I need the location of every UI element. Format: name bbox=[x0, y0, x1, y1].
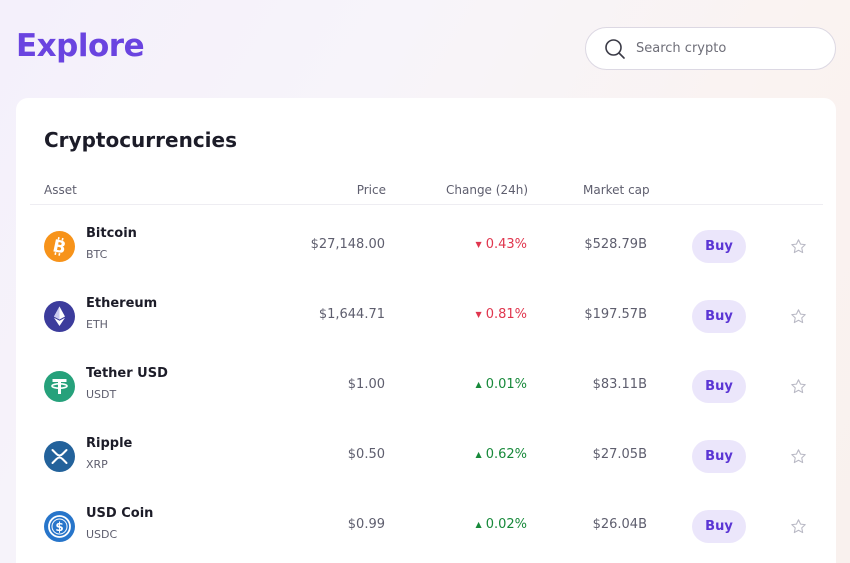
coin-change: ▼ 0.81% bbox=[476, 307, 527, 322]
down-arrow-icon: ▼ bbox=[475, 240, 482, 249]
change-value: 0.43% bbox=[485, 237, 527, 252]
coin-name[interactable]: USD Coin bbox=[86, 506, 154, 521]
coin-change: ▲ 0.02% bbox=[476, 517, 527, 532]
star-icon[interactable] bbox=[790, 378, 807, 395]
change-value: 0.81% bbox=[485, 307, 527, 322]
page-title: Explore bbox=[16, 28, 145, 64]
coin-price: $1.00 bbox=[347, 377, 385, 392]
search-box[interactable] bbox=[585, 27, 836, 70]
change-value: 0.62% bbox=[485, 447, 527, 462]
coin-symbol: USDT bbox=[86, 388, 117, 401]
table-row[interactable]: Ethereum ETH $1,644.71 ▼ 0.81% $197.57B … bbox=[16, 275, 836, 345]
search-input[interactable] bbox=[636, 41, 816, 56]
ripple-icon bbox=[44, 441, 75, 472]
change-value: 0.02% bbox=[485, 517, 527, 532]
coin-market-cap: $27.05B bbox=[592, 447, 647, 462]
column-header-price: Price bbox=[356, 183, 386, 197]
up-arrow-icon: ▲ bbox=[475, 380, 482, 389]
coin-market-cap: $197.57B bbox=[584, 307, 647, 322]
coin-symbol: ETH bbox=[86, 318, 108, 331]
card-title: Cryptocurrencies bbox=[44, 128, 237, 152]
coin-price: $1,644.71 bbox=[318, 307, 385, 322]
buy-button[interactable]: Buy bbox=[692, 510, 746, 543]
buy-button[interactable]: Buy bbox=[692, 230, 746, 263]
table-header: Asset Price Change (24h) Market cap bbox=[30, 182, 823, 205]
coin-change: ▲ 0.01% bbox=[476, 377, 527, 392]
column-header-change: Change (24h) bbox=[446, 183, 528, 197]
coin-market-cap: $528.79B bbox=[584, 237, 647, 252]
buy-button[interactable]: Buy bbox=[692, 370, 746, 403]
coin-price: $27,148.00 bbox=[310, 237, 385, 252]
star-icon[interactable] bbox=[790, 518, 807, 535]
coin-symbol: XRP bbox=[86, 458, 108, 471]
cryptocurrencies-card: Cryptocurrencies Asset Price Change (24h… bbox=[16, 98, 836, 563]
coin-market-cap: $26.04B bbox=[592, 517, 647, 532]
coin-price: $0.50 bbox=[347, 447, 385, 462]
coin-symbol: USDC bbox=[86, 528, 118, 541]
coin-market-cap: $83.11B bbox=[592, 377, 647, 392]
down-arrow-icon: ▼ bbox=[475, 310, 482, 319]
bitcoin-icon: B bbox=[44, 231, 75, 262]
table-row[interactable]: Ripple XRP $0.50 ▲ 0.62% $27.05B Buy bbox=[16, 415, 836, 485]
coin-symbol: BTC bbox=[86, 248, 108, 261]
coin-change: ▲ 0.62% bbox=[476, 447, 527, 462]
coin-name[interactable]: Tether USD bbox=[86, 366, 168, 381]
table-row[interactable]: B Bitcoin BTC $27,148.00 ▼ 0.43% $528.79… bbox=[16, 205, 836, 275]
ethereum-icon bbox=[44, 301, 75, 332]
tether-icon bbox=[44, 371, 75, 402]
column-header-asset: Asset bbox=[44, 183, 77, 197]
buy-button[interactable]: Buy bbox=[692, 300, 746, 333]
column-header-market-cap: Market cap bbox=[583, 183, 650, 197]
coin-price: $0.99 bbox=[347, 517, 385, 532]
coin-change: ▼ 0.43% bbox=[476, 237, 527, 252]
search-icon bbox=[605, 38, 625, 59]
table-row[interactable]: $ USD Coin USDC $0.99 ▲ 0.02% $26.04B Bu… bbox=[16, 485, 836, 555]
up-arrow-icon: ▲ bbox=[475, 520, 482, 529]
svg-text:$: $ bbox=[55, 520, 63, 534]
star-icon[interactable] bbox=[790, 308, 807, 325]
change-value: 0.01% bbox=[485, 377, 527, 392]
coin-name[interactable]: Ripple bbox=[86, 436, 133, 451]
star-icon[interactable] bbox=[790, 448, 807, 465]
star-icon[interactable] bbox=[790, 238, 807, 255]
up-arrow-icon: ▲ bbox=[475, 450, 482, 459]
coin-name[interactable]: Bitcoin bbox=[86, 226, 137, 241]
coin-name[interactable]: Ethereum bbox=[86, 296, 158, 311]
table-row[interactable]: Tether USD USDT $1.00 ▲ 0.01% $83.11B Bu… bbox=[16, 345, 836, 415]
buy-button[interactable]: Buy bbox=[692, 440, 746, 473]
usd-coin-icon: $ bbox=[44, 511, 75, 542]
